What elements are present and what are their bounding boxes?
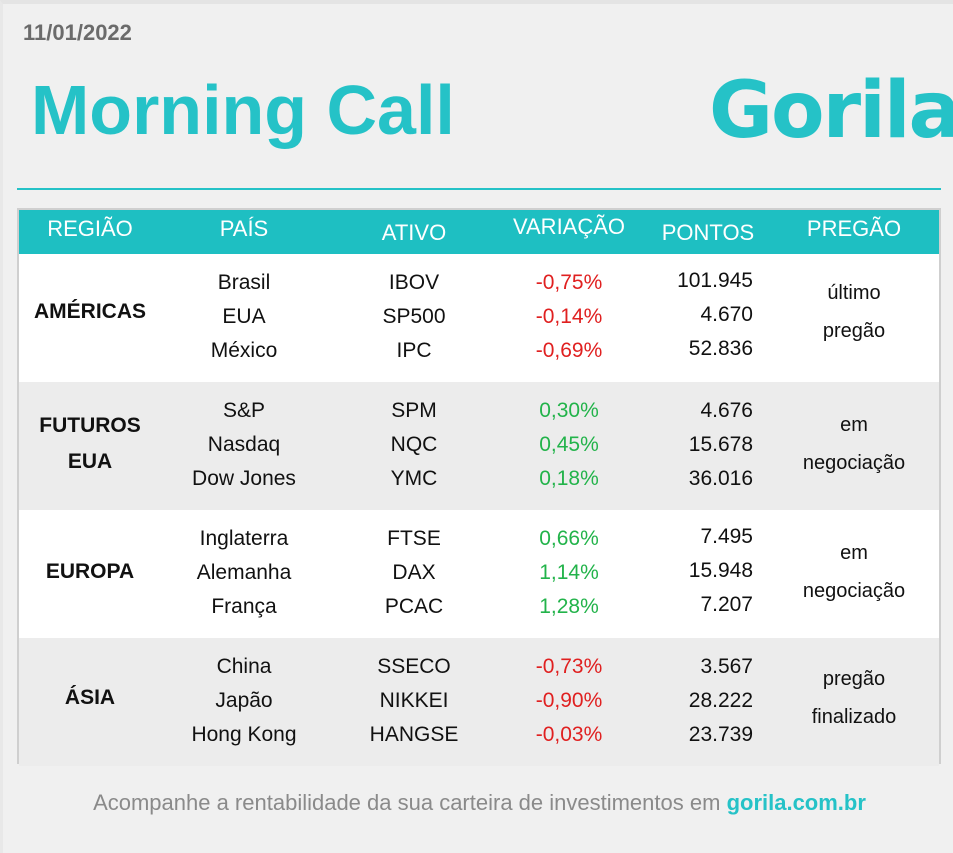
page-title: Morning Call [31, 71, 455, 149]
country-cell: Inglaterra [199, 527, 289, 550]
asset-cell: NQC [390, 433, 438, 456]
markets-table: REGIÃO PAÍS ATIVO VARIAÇÃO PONTOS PREGÃO… [17, 208, 941, 766]
gorila-logo: Gorila [709, 66, 953, 156]
points-cell: 23.739 [688, 723, 753, 746]
points-cell: 28.222 [688, 689, 753, 712]
country-cell: Brasil [217, 271, 271, 294]
asset-cell: IBOV [388, 271, 440, 294]
region-label: AMÉRICAS [33, 300, 146, 323]
header-regiao: REGIÃO [47, 216, 133, 241]
country-cell: Hong Kong [191, 723, 297, 746]
variation-cell: 0,18% [539, 467, 599, 490]
variation-cell: -0,90% [535, 689, 603, 712]
region-label-line2: EUA [67, 450, 113, 473]
country-cell: Nasdaq [207, 433, 281, 456]
asset-cell: PCAC [384, 595, 444, 618]
footer-link[interactable]: gorila.com.br [726, 790, 866, 815]
variation-cell: 0,66% [539, 527, 599, 550]
region-label: FUTUROS [39, 414, 141, 437]
status-line: em [840, 542, 868, 564]
country-cell: Alemanha [196, 561, 292, 584]
status-line: negociação [802, 580, 906, 602]
region-label: EUROPA [45, 560, 135, 583]
variation-cell: 1,28% [539, 595, 599, 618]
country-cell: Japão [215, 689, 273, 712]
status-line: último [827, 282, 881, 304]
country-cell: China [216, 655, 272, 678]
points-cell: 15.948 [688, 559, 753, 582]
status-line: em [840, 414, 868, 436]
footer: Acompanhe a rentabilidade da sua carteir… [3, 790, 953, 816]
asset-cell: DAX [392, 561, 436, 584]
variation-cell: -0,73% [535, 655, 603, 678]
variation-cell: -0,75% [535, 271, 603, 294]
points-cell: 52.836 [688, 337, 753, 360]
variation-cell: -0,69% [535, 339, 603, 362]
asset-cell: SP500 [382, 305, 446, 328]
header-ativo: ATIVO [381, 220, 447, 245]
table-row: EUROPA Inglaterra Alemanha França FTSE D… [19, 510, 939, 638]
status-line: negociação [802, 452, 906, 474]
status-line: finalizado [811, 706, 897, 728]
table-header: REGIÃO PAÍS ATIVO VARIAÇÃO PONTOS PREGÃO [19, 210, 939, 254]
variation-cell: 1,14% [539, 561, 599, 584]
status-line: pregão [822, 320, 886, 342]
table-row: AMÉRICAS Brasil EUA México IBOV SP500 IP… [19, 254, 939, 382]
variation-cell: 0,45% [539, 433, 599, 456]
asset-cell: NIKKEI [379, 689, 449, 712]
points-cell: 4.676 [700, 399, 753, 422]
points-cell: 7.207 [700, 593, 753, 616]
country-cell: França [211, 595, 277, 618]
header-pais: PAÍS [219, 216, 269, 241]
points-cell: 36.016 [688, 467, 753, 490]
table-row: ÁSIA China Japão Hong Kong SSECO NIKKEI … [19, 638, 939, 766]
asset-cell: FTSE [387, 527, 441, 550]
status-line: pregão [822, 668, 886, 690]
header-pregao: PREGÃO [806, 216, 902, 241]
title-divider [17, 188, 941, 190]
header-variacao: VARIAÇÃO [512, 214, 626, 239]
points-cell: 7.495 [700, 525, 753, 548]
country-cell: S&P [222, 399, 266, 422]
asset-cell: YMC [390, 467, 438, 490]
country-cell: Dow Jones [192, 467, 296, 490]
points-cell: 3.567 [700, 655, 753, 678]
country-cell: EUA [222, 305, 266, 328]
variation-cell: -0,14% [535, 305, 603, 328]
footer-text: Acompanhe a rentabilidade da sua carteir… [93, 790, 721, 815]
asset-cell: SSECO [377, 655, 451, 678]
table-row: FUTUROS EUA S&P Nasdaq Dow Jones SPM NQC… [19, 382, 939, 510]
variation-cell: -0,03% [535, 723, 603, 746]
points-cell: 15.678 [688, 433, 753, 456]
asset-cell: SPM [391, 399, 437, 422]
country-cell: México [210, 339, 278, 362]
region-label: ÁSIA [64, 686, 116, 709]
report-date: 11/01/2022 [23, 20, 132, 45]
asset-cell: IPC [396, 339, 432, 362]
points-cell: 101.945 [677, 269, 753, 292]
asset-cell: HANGSE [369, 723, 459, 746]
variation-cell: 0,30% [539, 399, 599, 422]
points-cell: 4.670 [700, 303, 753, 326]
header-pontos: PONTOS [661, 220, 755, 245]
